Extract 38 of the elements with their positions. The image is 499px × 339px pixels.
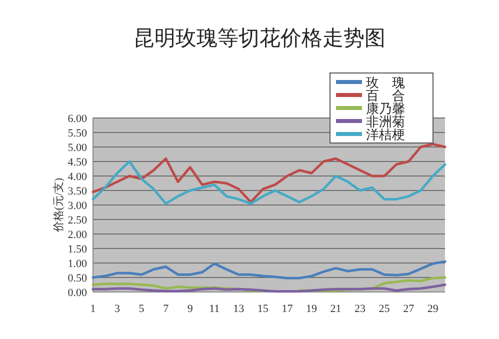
line-series xyxy=(92,160,446,205)
x-tick-label: 1 xyxy=(90,303,96,315)
legend-label: 洋桔梗 xyxy=(366,127,405,142)
y-tick-label: 4.50 xyxy=(68,156,88,168)
line-series xyxy=(92,142,446,204)
y-tick-label: 3.50 xyxy=(68,186,88,198)
x-tick-label: 21 xyxy=(330,303,342,315)
chart-title: 昆明玫瑰等切花价格走势图 xyxy=(134,26,386,50)
legend-label: 百 合 xyxy=(366,88,405,103)
x-tick-label: 11 xyxy=(209,303,220,315)
line-series xyxy=(92,260,446,280)
y-tick-label: 3.00 xyxy=(68,200,88,212)
x-tick-label: 17 xyxy=(282,303,294,315)
x-tick-label: 3 xyxy=(114,303,121,315)
x-tick-label: 5 xyxy=(138,303,145,315)
x-tick-label: 19 xyxy=(306,303,318,315)
y-tick-label: 4.00 xyxy=(68,171,88,183)
y-tick-label: 5.00 xyxy=(68,142,88,154)
y-tick-label: 2.50 xyxy=(68,214,88,226)
y-axis-title: 价格(元/支) xyxy=(52,177,65,234)
y-tick-label: 5.50 xyxy=(68,128,88,140)
legend-label: 玫 瑰 xyxy=(366,75,405,90)
y-tick-label: 1.50 xyxy=(68,244,88,256)
x-tick-label: 13 xyxy=(233,303,245,315)
x-tick-label: 23 xyxy=(354,303,366,315)
x-tick-label: 27 xyxy=(403,303,415,315)
x-tick-label: 7 xyxy=(163,303,170,315)
y-tick-label: 0.00 xyxy=(68,287,88,299)
legend-label: 非洲菊 xyxy=(366,114,405,129)
y-tick-label: 0.50 xyxy=(68,272,88,284)
x-tick-label: 25 xyxy=(378,303,390,315)
x-tick-label: 29 xyxy=(427,303,439,315)
legend-label: 康乃馨 xyxy=(366,101,405,116)
y-tick-label: 1.00 xyxy=(68,258,88,270)
x-tick-label: 15 xyxy=(257,303,269,315)
y-tick-label: 2.00 xyxy=(68,229,88,241)
y-tick-label: 6.00 xyxy=(68,113,88,125)
x-tick-label: 9 xyxy=(187,303,194,315)
